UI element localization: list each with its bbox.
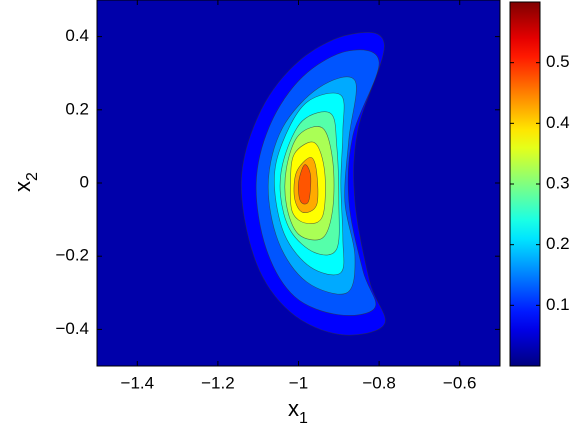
- x-tick-label: −0.6: [443, 373, 477, 392]
- x-tick-label: −1.4: [121, 373, 155, 392]
- colorbar-tick-label: 0.3: [546, 173, 570, 192]
- colorbar-tick-label: 0.4: [546, 113, 570, 132]
- x-label-text: x: [288, 396, 299, 421]
- plot-area: [97, 0, 500, 366]
- colorbar-tick-label: 0.2: [546, 234, 570, 253]
- contour-band: [297, 164, 312, 205]
- colorbar-tick-label: 0.1: [546, 295, 570, 314]
- x-label-subscript: 1: [299, 410, 308, 427]
- y-tick-label: −0.2: [55, 246, 89, 265]
- y-tick-label: −0.4: [55, 319, 89, 338]
- y-tick-label: 0.2: [65, 99, 89, 118]
- x-tick-label: −1.2: [201, 373, 235, 392]
- x-axis-label: x1: [288, 396, 308, 427]
- x-tick-label: −0.8: [362, 373, 396, 392]
- colorbar-tick-label: 0.5: [546, 52, 570, 71]
- y-tick-label: 0: [80, 172, 89, 191]
- y-tick-label: 0.4: [65, 26, 89, 45]
- y-label-text: x: [10, 181, 35, 192]
- y-axis-label: x2: [10, 172, 41, 192]
- x-tick-label: −1: [289, 373, 308, 392]
- colorbar: [509, 1, 541, 367]
- y-label-subscript: 2: [24, 172, 41, 181]
